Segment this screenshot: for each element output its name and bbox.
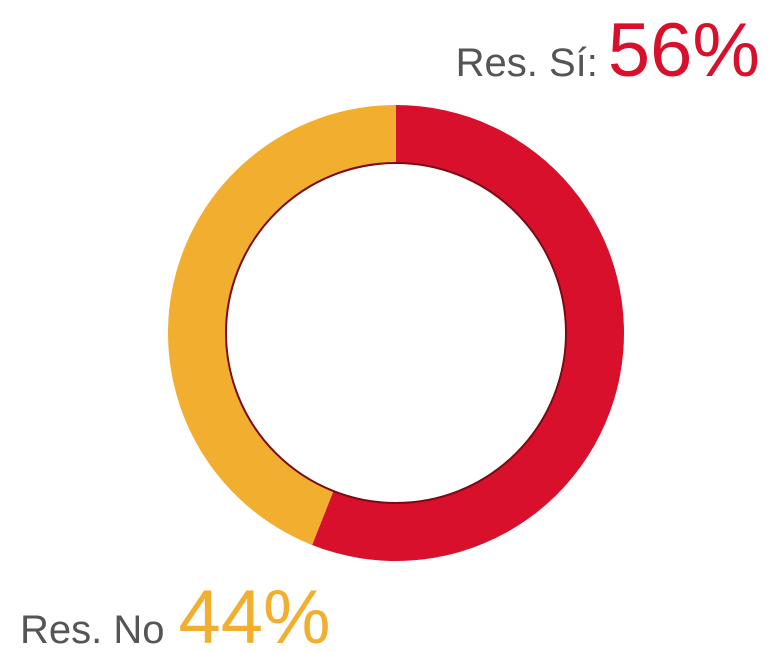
data-label-value: 44% xyxy=(179,575,331,652)
donut-hole-border xyxy=(225,162,567,504)
data-label-value: 56% xyxy=(608,8,760,93)
data-label-category: Res. No xyxy=(20,608,165,652)
data-label-category: Res. Sí: xyxy=(456,41,598,85)
donut-segment xyxy=(312,105,625,562)
donut-segment xyxy=(168,104,396,545)
